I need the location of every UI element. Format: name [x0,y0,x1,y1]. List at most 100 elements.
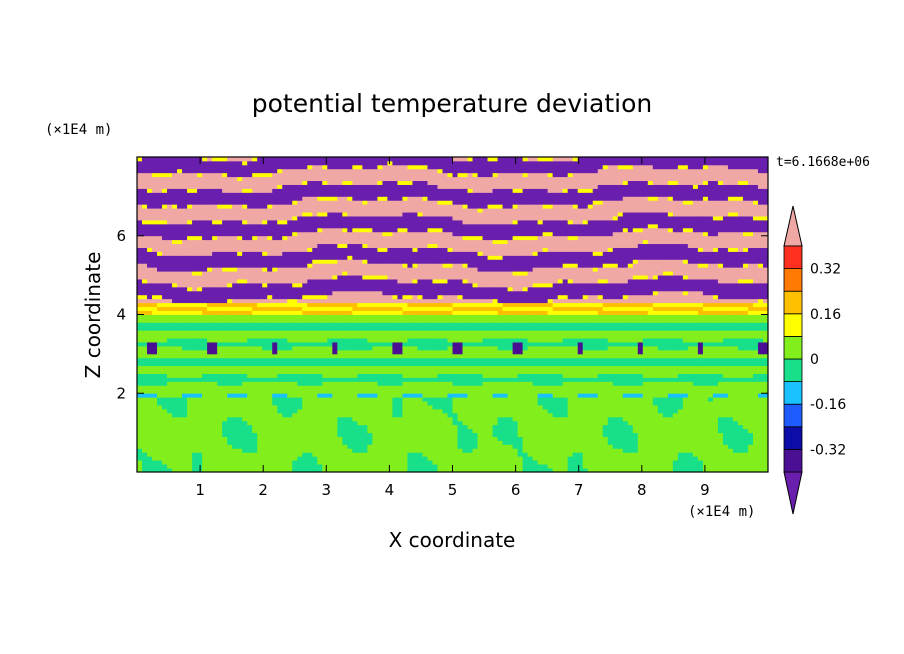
field-cell [742,338,749,343]
field-cell [297,432,303,437]
field-cell [717,338,724,343]
field-cell [707,318,714,323]
field-cell [552,389,559,394]
field-cell [272,468,278,472]
field-cell [222,385,228,390]
field-cell [737,346,744,351]
field-cell [632,448,639,453]
field-cell [607,342,614,347]
field-cell [522,365,529,371]
field-cell [197,314,203,319]
field-cell [452,428,458,434]
field-cell [347,409,353,414]
field-cell [497,385,503,390]
field-cell [682,330,689,335]
field-cell [532,338,539,343]
field-cell [197,318,203,323]
field-cell [252,456,258,461]
field-cell [557,338,564,343]
field-cell [342,357,348,363]
field-cell [752,436,759,441]
field-cell [362,365,368,371]
field-cell [447,464,453,469]
field-cell [272,412,278,418]
field-cell [377,440,383,445]
field-cell [492,448,498,453]
field-cell [447,330,453,335]
field-cell [297,353,303,359]
field-cell [157,322,163,327]
field-cell [227,357,233,363]
field-cell [482,420,488,426]
field-cell [287,412,293,418]
field-cell [337,389,343,394]
field-cell [152,452,158,457]
field-cell [167,416,173,422]
field-cell [202,334,208,339]
field-cell [692,464,699,469]
field-cell [282,361,288,367]
field-cell [192,369,198,374]
field-cell [347,397,353,402]
field-cell [457,373,463,378]
field-cell [602,448,609,453]
field-cell [542,412,549,418]
time-label: t=6.1668e+06 [776,155,870,170]
field-cell [762,405,768,410]
field-cell [317,334,323,339]
field-cell [287,318,293,323]
field-cell [472,416,478,422]
field-cell [137,357,143,363]
field-cell [327,342,333,347]
field-cell [312,346,318,351]
field-cell [612,338,619,343]
field-cell [172,401,178,406]
field-cell [707,464,714,469]
field-cell [452,330,458,335]
field-cell [757,346,764,351]
field-cell [482,409,488,414]
field-cell [347,338,353,343]
field-cell [647,412,654,418]
field-cell [422,318,428,323]
field-cell [722,338,729,343]
field-cell [512,349,519,355]
field-cell [537,377,544,382]
field-cell [657,349,664,355]
field-cell [717,397,724,402]
field-cell [297,420,303,426]
field-cell [202,397,208,402]
field-cell [232,338,238,343]
field-cell [172,342,178,347]
field-cell [652,440,659,445]
field-cell [702,322,709,327]
field-cell [657,373,664,378]
field-cell [227,432,233,437]
field-cell [337,456,343,461]
field-cell [702,318,709,323]
field-cell [182,397,188,402]
field-cell [392,365,398,371]
field-cell [247,342,253,347]
field-cell [442,322,448,327]
field-cell [672,369,679,374]
field-cell [142,389,148,394]
field-cell [712,409,719,414]
field-cell [302,397,308,402]
field-cell [582,428,589,434]
field-cell [167,314,173,319]
field-cell [152,357,158,363]
field-cell [662,357,669,363]
field-cell [247,385,253,390]
field-cell [297,357,303,363]
field-cell [537,436,544,441]
field-cell [682,424,689,430]
field-cell [557,377,564,382]
field-cell [407,377,413,382]
field-cell [637,444,644,449]
field-cell [482,401,488,406]
field-cell [592,365,599,371]
field-cell [297,349,303,355]
field-cell [447,444,453,449]
field-cell [547,401,554,406]
